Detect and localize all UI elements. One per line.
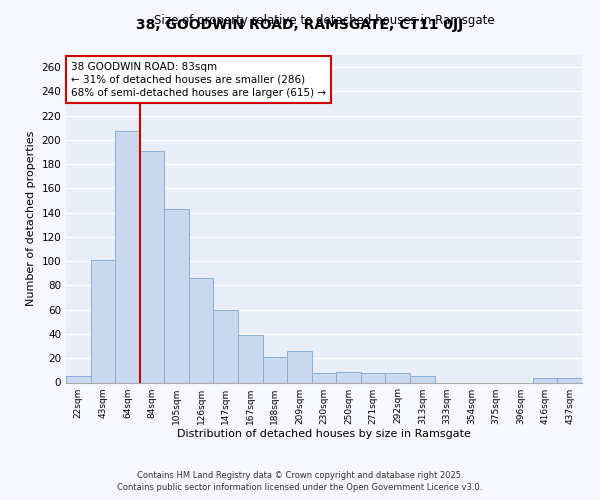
Bar	[410, 376, 434, 382]
Bar	[312, 373, 336, 382]
Bar	[115, 132, 140, 382]
Bar	[214, 310, 238, 382]
Text: Contains HM Land Registry data © Crown copyright and database right 2025.
Contai: Contains HM Land Registry data © Crown c…	[118, 471, 482, 492]
Bar	[263, 357, 287, 382]
Bar	[238, 335, 263, 382]
Bar	[140, 151, 164, 382]
Bar	[91, 260, 115, 382]
Bar	[533, 378, 557, 382]
Bar	[385, 373, 410, 382]
Bar	[287, 351, 312, 382]
Bar	[189, 278, 214, 382]
Y-axis label: Number of detached properties: Number of detached properties	[26, 131, 36, 306]
Title: Size of property relative to detached houses in Ramsgate: Size of property relative to detached ho…	[154, 14, 494, 28]
Bar	[336, 372, 361, 382]
Bar	[66, 376, 91, 382]
Text: 38, GOODWIN ROAD, RAMSGATE, CT11 0JJ: 38, GOODWIN ROAD, RAMSGATE, CT11 0JJ	[136, 18, 464, 32]
Text: 38 GOODWIN ROAD: 83sqm
← 31% of detached houses are smaller (286)
68% of semi-de: 38 GOODWIN ROAD: 83sqm ← 31% of detached…	[71, 62, 326, 98]
Bar	[164, 209, 189, 382]
X-axis label: Distribution of detached houses by size in Ramsgate: Distribution of detached houses by size …	[177, 430, 471, 440]
Bar	[361, 373, 385, 382]
Bar	[557, 378, 582, 382]
